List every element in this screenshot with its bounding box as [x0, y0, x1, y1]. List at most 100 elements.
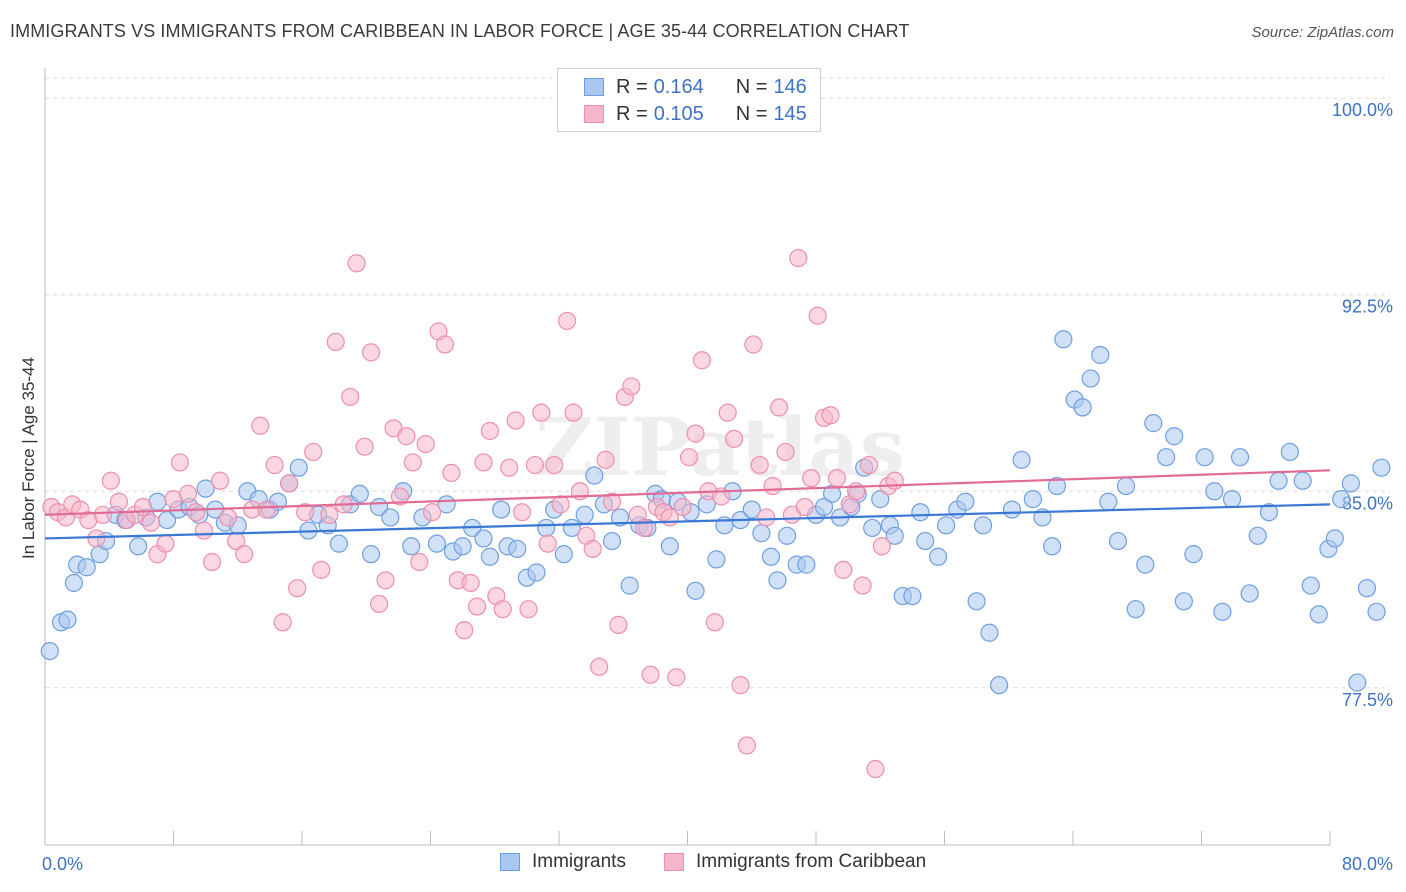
immigrants-point	[885, 526, 904, 545]
caribbean-point	[641, 665, 660, 684]
caribbean-point	[416, 434, 435, 454]
immigrants-point	[990, 676, 1009, 695]
immigrants-point	[768, 571, 787, 590]
immigrants-point	[129, 537, 148, 556]
caribbean-point	[355, 437, 374, 456]
immigrants-trendline	[44, 503, 1331, 540]
caribbean-point	[101, 471, 120, 490]
y-tick-label: 85.0%	[1342, 493, 1393, 513]
caribbean-point	[361, 343, 381, 362]
immigrants-point	[1332, 490, 1351, 509]
y-tick-label: 77.5%	[1342, 690, 1393, 710]
legend-item-caribbean[interactable]: Immigrants from Caribbean	[664, 851, 926, 873]
immigrants-point	[1259, 503, 1279, 522]
immigrants-point	[474, 529, 493, 548]
immigrants-point	[1205, 482, 1224, 501]
r-label: R =	[616, 75, 648, 98]
blue-swatch-icon	[584, 78, 604, 96]
immigrants-point	[196, 479, 215, 498]
caribbean-point	[667, 668, 686, 687]
caribbean-point	[622, 377, 641, 396]
caribbean-trendline	[44, 469, 1331, 516]
immigrants-point	[58, 610, 77, 629]
immigrants-point	[1240, 584, 1259, 603]
x-tick-label: 0.0%	[42, 854, 83, 874]
immigrants-point	[554, 545, 573, 564]
caribbean-point	[827, 469, 846, 488]
immigrants-point	[937, 516, 956, 535]
caribbean-point	[692, 351, 712, 370]
immigrants-point	[350, 484, 369, 503]
caribbean-point	[210, 471, 230, 490]
caribbean-point	[288, 579, 307, 598]
immigrants-point	[967, 592, 986, 611]
caribbean-point	[744, 335, 763, 354]
caribbean-point	[178, 484, 198, 503]
caribbean-point	[590, 657, 609, 676]
caribbean-point	[493, 600, 512, 619]
immigrants-point	[1184, 545, 1203, 564]
caribbean-point	[280, 474, 299, 493]
immigrants-point	[1309, 605, 1328, 624]
immigrants-point	[1222, 490, 1242, 509]
legend-item-immigrants[interactable]: Immigrants	[500, 851, 626, 873]
immigrants-point	[1116, 476, 1136, 496]
caribbean-point	[583, 539, 602, 559]
caribbean-point	[602, 492, 622, 511]
immigrants-point	[814, 497, 834, 517]
pink-swatch-icon	[584, 105, 604, 123]
immigrants-point	[752, 524, 771, 543]
caribbean-point	[435, 335, 455, 354]
legend-label: Immigrants	[532, 851, 626, 872]
caribbean-point	[186, 503, 206, 522]
immigrants-point	[1174, 592, 1193, 611]
immigrants-point	[1012, 450, 1031, 469]
caribbean-point	[202, 552, 222, 572]
immigrants-point	[1136, 555, 1155, 574]
immigrants-point	[361, 545, 381, 564]
caribbean-point	[455, 621, 474, 640]
caribbean-point	[853, 576, 872, 595]
blue-swatch-icon	[500, 853, 520, 871]
n-label: N =	[735, 75, 768, 98]
y-tick-label: 92.5%	[1342, 297, 1393, 317]
immigrants-point	[1073, 398, 1092, 417]
immigrants-point	[761, 547, 781, 566]
immigrants-point	[381, 508, 400, 527]
immigrants-point	[871, 490, 890, 509]
caribbean-point	[885, 471, 904, 490]
caribbean-point	[397, 427, 416, 446]
series-legend: Immigrants Immigrants from Caribbean	[0, 851, 1406, 877]
immigrants-point	[1280, 442, 1299, 462]
immigrants-point	[1033, 508, 1052, 527]
caribbean-point	[326, 332, 345, 351]
caribbean-point	[512, 503, 532, 522]
caribbean-point	[532, 403, 551, 422]
immigrants-point	[1325, 529, 1344, 548]
caribbean-point	[376, 571, 395, 590]
immigrants-point	[1091, 345, 1110, 365]
caribbean-point	[390, 487, 410, 506]
immigrants-point	[1081, 369, 1100, 388]
stats-legend: R = 0.164 N = 146 R = 0.105 N = 145	[557, 68, 821, 132]
immigrants-point	[973, 516, 993, 535]
caribbean-point	[109, 492, 128, 511]
r-value: 0.164	[653, 75, 704, 98]
immigrants-point	[863, 518, 882, 538]
caribbean-point	[257, 500, 276, 519]
x-tick-label: 80.0%	[1342, 854, 1393, 874]
immigrants-point	[1144, 414, 1163, 433]
caribbean-point	[789, 248, 808, 268]
immigrants-point	[1372, 458, 1391, 477]
caribbean-point	[219, 508, 238, 527]
caribbean-point	[673, 497, 692, 517]
immigrants-point	[1047, 476, 1067, 496]
caribbean-point	[757, 508, 776, 527]
immigrants-point	[660, 537, 679, 556]
caribbean-point	[776, 442, 795, 462]
immigrants-point	[797, 555, 816, 574]
caribbean-point	[320, 505, 339, 524]
caribbean-point	[686, 424, 705, 443]
caribbean-point	[519, 600, 538, 619]
